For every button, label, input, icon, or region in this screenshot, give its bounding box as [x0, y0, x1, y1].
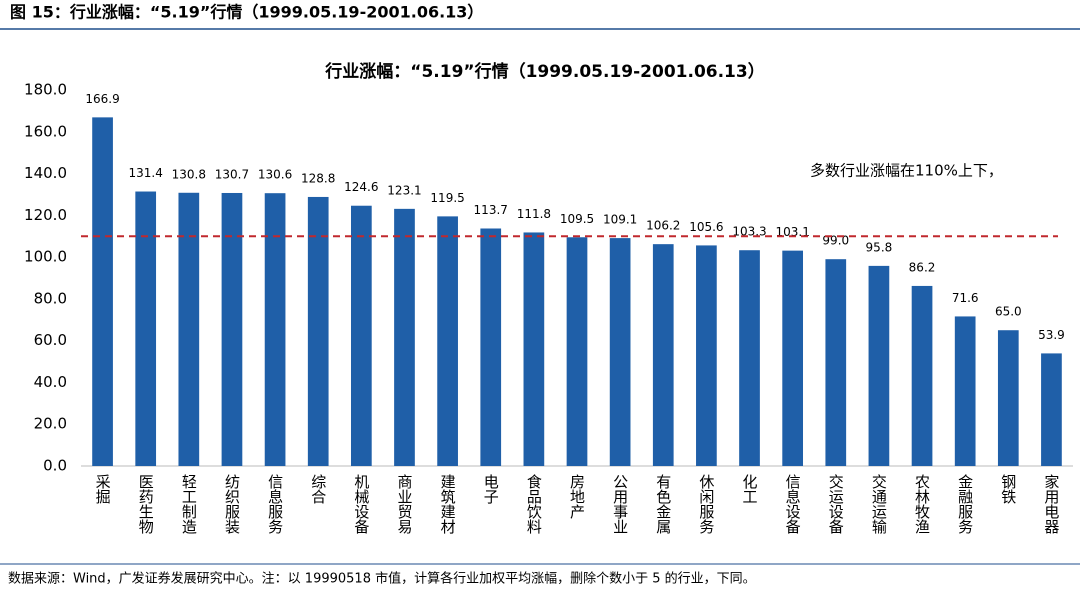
x-tick-label: 纺织服装: [223, 474, 241, 534]
y-tick-label: 40.0: [34, 373, 67, 391]
x-tick-label: 交运设备: [827, 473, 845, 534]
bar: [350, 205, 372, 467]
bar: [523, 232, 545, 466]
x-tick-label: 家用电器: [1042, 474, 1060, 534]
y-tick-label: 60.0: [34, 331, 67, 349]
bar: [696, 245, 717, 466]
value-label: 106.2: [646, 219, 680, 233]
bar: [1041, 353, 1062, 466]
x-tick-label: 机械设备: [352, 474, 370, 534]
y-tick-label: 120.0: [24, 206, 67, 224]
bar: [782, 250, 804, 466]
bar: [264, 193, 286, 467]
value-label: 119.5: [430, 191, 464, 205]
y-tick-label: 140.0: [24, 164, 67, 182]
y-tick-label: 100.0: [24, 248, 67, 266]
bar: [92, 117, 113, 466]
x-tick-label: 医药生物: [137, 474, 155, 535]
bar: [566, 237, 588, 466]
value-label: 130.8: [172, 167, 206, 181]
x-tick-label: 房地产: [568, 474, 586, 519]
value-label: 86.2: [909, 260, 936, 274]
bar: [135, 191, 157, 466]
bar: [997, 330, 1019, 466]
value-label: 123.1: [387, 183, 421, 197]
x-tick-label: 综合: [309, 474, 327, 504]
bar: [825, 259, 847, 466]
annotation: 多数行业涨幅在110%上下，: [810, 162, 1003, 180]
y-tick-label: 80.0: [34, 289, 67, 307]
value-label: 71.6: [952, 291, 979, 305]
x-tick-label: 信息设备: [784, 474, 802, 534]
value-label: 95.8: [866, 240, 893, 254]
x-tick-label: 金融服务: [956, 474, 974, 535]
bar: [911, 285, 933, 466]
value-label: 124.6: [344, 180, 378, 194]
value-label: 128.8: [301, 171, 335, 185]
x-tick-label: 有色金属: [654, 474, 672, 534]
x-tick-label: 电子: [482, 474, 500, 504]
x-tick-label: 休闲服务: [697, 474, 715, 535]
x-tick-label: 钢铁: [999, 474, 1017, 504]
x-tick-label: 采掘: [94, 474, 112, 505]
bar: [652, 244, 674, 466]
y-tick-label: 180.0: [24, 81, 67, 99]
x-tick-label: 食品饮料: [525, 474, 543, 534]
bar: [609, 238, 631, 466]
chart-title: 行业涨幅：“5.19”行情（1999.05.19-2001.06.13）: [324, 61, 764, 82]
value-label: 105.6: [689, 220, 723, 234]
bar: [307, 196, 329, 466]
value-label: 113.7: [474, 203, 508, 217]
value-label: 103.3: [732, 225, 766, 239]
value-label: 166.9: [85, 92, 119, 106]
bar: [739, 250, 760, 466]
x-tick-label: 信息服务: [266, 474, 284, 535]
y-tick-label: 160.0: [24, 122, 67, 140]
header-title: 图 15：行业涨幅：“5.19”行情（1999.05.19-2001.06.13…: [10, 3, 483, 22]
x-tick-label: 公用事业: [611, 474, 629, 534]
value-label: 65.0: [995, 305, 1022, 319]
value-label: 109.5: [560, 212, 594, 226]
value-label: 53.9: [1038, 328, 1065, 342]
bar: [868, 265, 890, 466]
bar: [437, 216, 458, 466]
x-tick-label: 化工: [741, 474, 759, 504]
bar: [221, 192, 243, 466]
value-label: 111.8: [517, 207, 551, 221]
value-label: 131.4: [129, 166, 163, 180]
bar: [178, 192, 200, 467]
x-tick-label: 农林牧渔: [913, 474, 931, 534]
value-label: 130.6: [258, 168, 292, 182]
y-tick-label: 20.0: [34, 415, 67, 433]
value-label: 130.7: [215, 167, 249, 181]
x-tick-label: 交通运输: [870, 473, 888, 534]
bar: [480, 228, 502, 466]
footer-source: 数据来源：Wind，广发证券发展研究中心。注：以 19990518 市值，计算各…: [8, 571, 756, 587]
x-tick-label: 轻工制造: [180, 474, 198, 535]
x-tick-label: 建筑建材: [439, 474, 457, 534]
value-label: 109.1: [603, 213, 637, 227]
y-tick-label: 0.0: [43, 457, 67, 475]
bar: [954, 316, 976, 466]
bar: [394, 208, 415, 466]
x-tick-label: 商业贸易: [395, 474, 413, 534]
